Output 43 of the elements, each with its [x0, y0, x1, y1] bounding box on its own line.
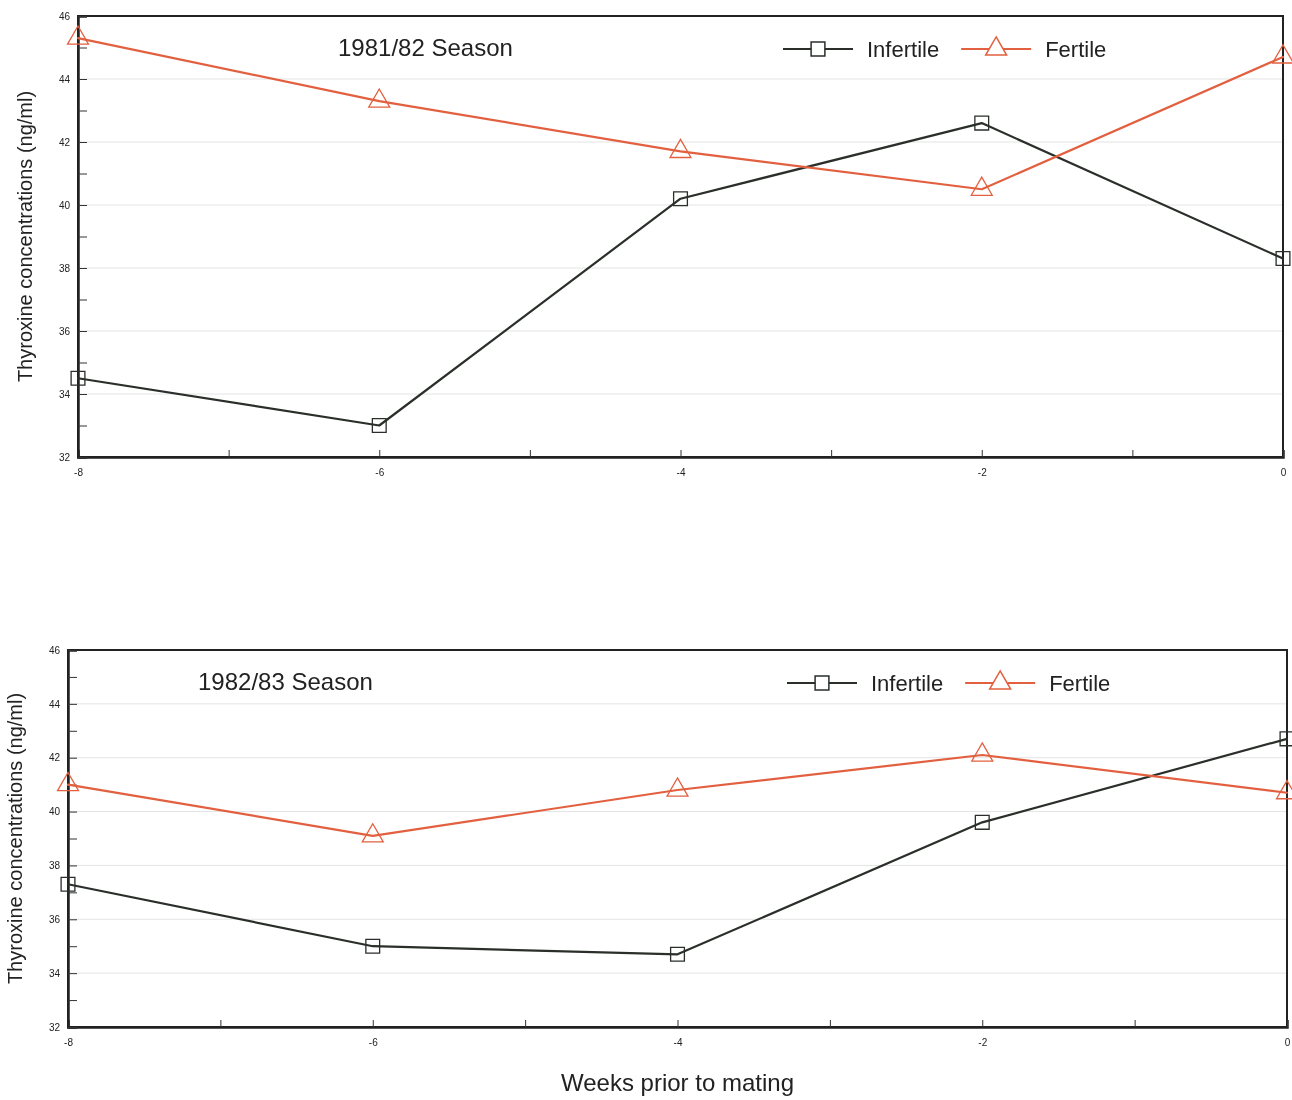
text: 1982/83 Season — [198, 668, 373, 695]
point — [368, 88, 391, 108]
y-tick-label: 42 — [48, 752, 61, 764]
x-tick-label: 0 — [1280, 467, 1287, 479]
x-tick-label: -4 — [676, 467, 686, 479]
text: 1981/82 Season — [338, 34, 513, 61]
x-tick-label: -6 — [368, 1037, 379, 1049]
y-tick-label: 44 — [58, 73, 71, 85]
y-tick-label: 42 — [58, 136, 71, 148]
y-tick-label: 46 — [48, 644, 61, 656]
y-tick-label: 46 — [58, 10, 71, 22]
y-tick-label: 40 — [58, 199, 71, 211]
x-tick-label: -8 — [64, 1037, 74, 1049]
y-tick-label: 38 — [48, 860, 61, 872]
y-tick-label: 34 — [48, 967, 61, 979]
y-tick-label: 32 — [48, 1021, 61, 1033]
legend-label: Fertile — [1049, 671, 1111, 696]
x-tick-label: -2 — [978, 1037, 988, 1049]
legend-label: Infertile — [867, 37, 940, 62]
y-axis-title: Thyroxine concentrations (ng/ml) — [14, 90, 36, 383]
y-tick-label: 34 — [58, 388, 71, 400]
legend-label: Fertile — [1045, 37, 1107, 62]
point — [669, 138, 692, 159]
point — [66, 25, 90, 45]
y-tick-label: 36 — [48, 913, 61, 925]
x-tick-label: -6 — [375, 467, 385, 479]
point — [1275, 251, 1291, 267]
point — [1271, 44, 1292, 64]
x-tick-label: -4 — [673, 1037, 683, 1049]
y-tick-label: 44 — [48, 698, 61, 710]
x-tick-label: -2 — [977, 467, 988, 479]
point — [70, 370, 86, 386]
x-axis-title: Weeks prior to mating — [561, 1069, 794, 1096]
y-tick-label: 36 — [58, 325, 71, 337]
y-tick-label: 32 — [58, 451, 71, 463]
y-tick-label: 38 — [58, 262, 71, 274]
x-tick-label: -8 — [74, 467, 84, 479]
y-tick-label: 40 — [48, 806, 61, 818]
y-axis-title: Thyroxine concentrations (ng/ml) — [4, 692, 26, 985]
point — [970, 176, 993, 196]
legend-label: Infertile — [871, 671, 944, 696]
point — [371, 417, 387, 434]
x-tick-label: 0 — [1284, 1037, 1291, 1049]
